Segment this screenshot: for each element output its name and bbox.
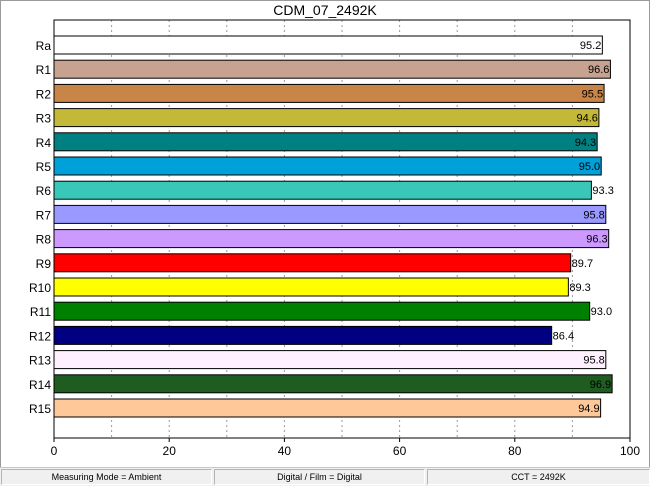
value-label-r1: 96.6 [588,64,609,76]
bars-layer [53,35,613,418]
category-label-r8: R8 [36,233,52,247]
category-label-r13: R13 [29,354,51,368]
category-label-r2: R2 [36,87,52,101]
value-label-r14: 96.9 [590,379,611,391]
cri-bar-chart: 95.2 96.6 95.5 94.6 94.3 95.0 93.3 95.8 96.3 89.7… [29,19,640,458]
bar-r4 [53,132,598,152]
bar-r14 [53,374,613,394]
x-tick-label: 40 [278,444,292,458]
x-tick-label: 0 [51,444,58,458]
category-label-r15: R15 [29,402,51,416]
category-label-r1: R1 [36,63,52,77]
category-label-r12: R12 [29,329,51,343]
value-label-r7: 95.8 [583,209,604,221]
status-cct: CCT = 2492K [427,469,650,485]
bar-r10 [53,277,569,297]
value-label-r3: 94.6 [576,113,597,125]
category-label-r5: R5 [36,160,52,174]
bar-r7 [53,204,607,224]
x-axis-ticks: 0 20 40 60 80 100 [51,438,640,458]
value-label-r6: 93.3 [592,185,613,197]
value-label-r10: 89.3 [569,282,590,294]
status-bar: Measuring Mode = Ambient Digital / Film … [0,467,650,486]
value-label-r4: 94.3 [575,137,596,149]
chart-title: CDM_07_2492K [273,2,377,18]
category-label-r7: R7 [36,208,52,222]
status-measuring-mode: Measuring Mode = Ambient [1,469,212,485]
category-label-r11: R11 [30,305,51,319]
value-label-r12: 86.4 [553,330,574,342]
category-label-r4: R4 [36,136,52,150]
bar-r13 [53,350,607,370]
bar-r5 [53,156,602,176]
category-label-r3: R3 [36,112,52,126]
category-label-r14: R14 [29,378,51,392]
status-digital-film: Digital / Film = Digital [214,469,425,485]
bar-r8 [53,229,610,249]
category-label-r9: R9 [36,257,52,271]
bar-r2 [53,83,605,103]
bar-r6 [53,180,592,200]
value-label-r9: 89.7 [572,258,593,270]
bar-r9 [53,253,572,273]
category-label-r6: R6 [36,184,52,198]
bar-ra [53,35,603,55]
bar-r3 [53,108,600,128]
category-labels: Ra R1 R2 R3 R4 R5 R6 R7 R8 R9 R10 R11 R12 R13 R14 R15 [29,39,51,416]
bar-r1 [53,59,611,79]
x-tick-label: 60 [393,444,407,458]
value-label-r13: 95.8 [583,355,604,367]
labels-layer: 95.2 96.6 95.5 94.6 94.3 95.0 93.3 95.8 96.3 89.7… [553,40,614,415]
x-tick-label: 20 [163,444,177,458]
bar-r12 [53,325,553,345]
plot-area [53,19,631,439]
bar-r11 [53,301,591,321]
value-label-r8: 96.3 [586,234,607,246]
value-label-r11: 93.0 [591,306,612,318]
category-label-ra: Ra [36,39,52,53]
x-tick-label: 80 [508,444,522,458]
x-tick-label: 100 [620,444,640,458]
category-label-r10: R10 [29,281,51,295]
bar-r15 [53,398,602,418]
value-label-r2: 95.5 [582,88,603,100]
value-label-ra: 95.2 [580,40,601,52]
value-label-r5: 95.0 [579,161,600,173]
value-label-r15: 94.9 [578,403,599,415]
